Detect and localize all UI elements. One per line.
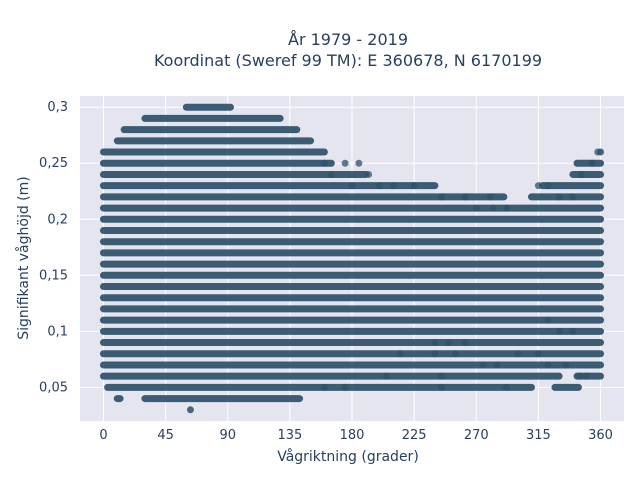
x-tick-label: 270: [464, 428, 489, 443]
y-tick-label: 0,3: [47, 100, 68, 115]
data-point: [544, 361, 552, 369]
data-point: [327, 170, 335, 178]
data-point: [341, 159, 349, 167]
data-point: [320, 383, 328, 391]
data-point: [320, 159, 328, 167]
data-point: [438, 193, 446, 201]
y-tick-label: 0,1: [47, 324, 68, 339]
data-point: [396, 350, 404, 358]
data-point: [576, 372, 584, 380]
data-point: [365, 170, 373, 178]
data-point: [594, 148, 602, 156]
data-point: [577, 170, 585, 178]
y-axis-title: Signifikant våghöjd (m): [15, 176, 32, 339]
data-point: [569, 193, 577, 201]
data-point: [383, 372, 391, 380]
data-point: [410, 182, 418, 190]
data-point: [555, 193, 563, 201]
y-tick-labels: 0,05 0,1 0,15 0,2 0,25 0,3: [39, 100, 68, 395]
x-tick-labels: 0 45 90 135 180 225 270 315 360: [99, 428, 613, 443]
x-tick-label: 315: [526, 428, 551, 443]
data-point: [503, 383, 511, 391]
data-point: [493, 361, 501, 369]
data-point: [562, 361, 570, 369]
data-point: [489, 204, 497, 212]
data-point: [534, 350, 542, 358]
x-tick-label: 0: [99, 428, 107, 443]
data-point: [438, 372, 446, 380]
data-point: [445, 339, 453, 347]
data-point: [438, 383, 446, 391]
data-point: [588, 159, 596, 167]
x-tick-label: 225: [402, 428, 427, 443]
data-point: [534, 182, 542, 190]
chart-title-line1: År 1979 - 2019: [288, 30, 408, 49]
data-point: [569, 327, 577, 335]
data-point: [341, 383, 349, 391]
data-point: [376, 182, 384, 190]
data-points: [99, 103, 605, 414]
x-tick-label: 45: [157, 428, 174, 443]
y-tick-label: 0,2: [47, 212, 68, 227]
data-point: [555, 327, 563, 335]
data-point: [461, 339, 469, 347]
data-point: [503, 204, 511, 212]
x-tick-label: 360: [588, 428, 613, 443]
data-point: [472, 204, 480, 212]
y-tick-label: 0,25: [39, 156, 68, 171]
data-point: [348, 182, 356, 190]
data-point: [583, 372, 591, 380]
data-point: [431, 339, 439, 347]
data-point: [486, 193, 494, 201]
y-tick-label: 0,15: [39, 268, 68, 283]
data-point: [461, 193, 469, 201]
data-point: [452, 350, 460, 358]
x-axis-title: Vågriktning (grader): [277, 448, 419, 465]
y-tick-label: 0,05: [39, 380, 68, 395]
data-point: [389, 182, 397, 190]
data-point: [544, 316, 552, 324]
data-point: [514, 350, 522, 358]
x-tick-label: 90: [219, 428, 236, 443]
data-point: [479, 361, 487, 369]
data-point: [431, 350, 439, 358]
data-point: [186, 406, 194, 414]
data-point: [544, 182, 552, 190]
x-tick-label: 135: [277, 428, 302, 443]
chart-title-line2: Koordinat (Sweref 99 TM): E 360678, N 61…: [154, 51, 542, 70]
data-point: [355, 159, 363, 167]
x-tick-label: 180: [340, 428, 365, 443]
